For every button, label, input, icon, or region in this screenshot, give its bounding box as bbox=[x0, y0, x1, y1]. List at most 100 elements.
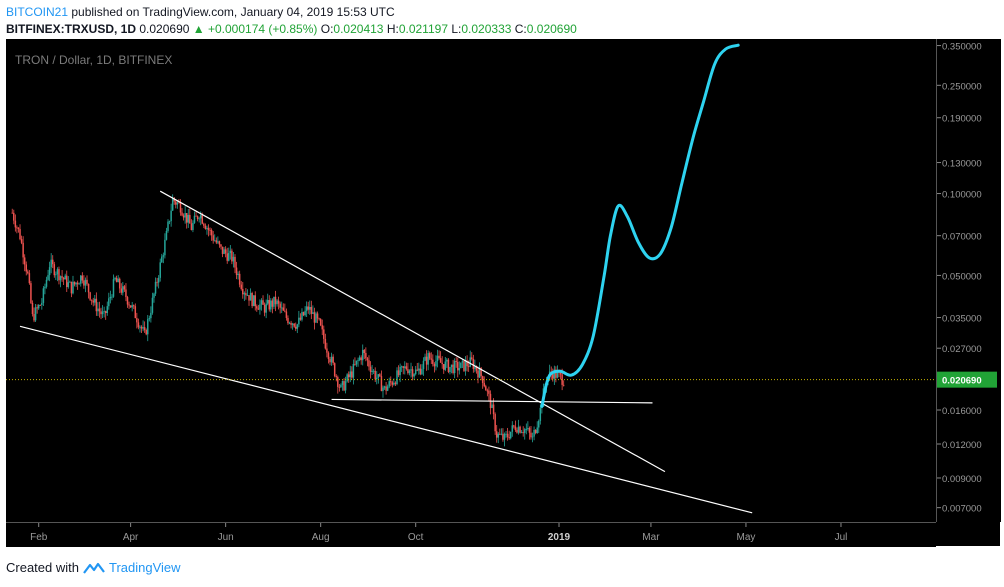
candle-body bbox=[436, 355, 439, 362]
candle-body bbox=[51, 259, 54, 265]
candle-body bbox=[307, 306, 309, 310]
candle-body bbox=[338, 386, 341, 388]
candle-body bbox=[185, 213, 188, 223]
last-price: 0.020690 bbox=[139, 22, 190, 36]
chart-pane[interactable]: TRON / Dollar, 1D, BITFINEX bbox=[6, 39, 936, 522]
candle-body bbox=[237, 273, 239, 276]
candle-body bbox=[457, 361, 459, 371]
publish-line: BITCOIN21 published on TradingView.com, … bbox=[6, 5, 395, 19]
candle-body bbox=[534, 429, 537, 434]
time-tick-label: Feb bbox=[30, 532, 48, 543]
candle-body bbox=[399, 366, 401, 376]
candle-body bbox=[313, 312, 316, 323]
candle-body bbox=[321, 325, 323, 330]
candle-body bbox=[418, 368, 420, 371]
candle-body bbox=[156, 281, 158, 283]
candle-body bbox=[235, 267, 238, 276]
candle-body bbox=[506, 433, 509, 438]
candle-body bbox=[100, 311, 102, 315]
candle-body bbox=[379, 374, 381, 377]
candle-body bbox=[217, 241, 219, 243]
candle-body bbox=[175, 201, 177, 205]
symbol-line: BITFINEX:TRXUSD, 1D 0.020690 ▲ +0.000174… bbox=[6, 22, 577, 36]
change-value: ▲ +0.000174 (+0.85%) bbox=[192, 22, 318, 36]
price-axis[interactable]: 0.350000 0.250000 0.190000 0.130000 0.100000… bbox=[936, 39, 1001, 522]
candle-body bbox=[491, 404, 493, 408]
projection-curve bbox=[540, 43, 740, 408]
price-tick-label: 0.009000 bbox=[942, 474, 982, 485]
candle-body bbox=[148, 318, 151, 320]
candle-body bbox=[553, 369, 556, 379]
candle-body bbox=[424, 356, 426, 361]
candle-body bbox=[27, 271, 29, 274]
candle-body bbox=[72, 281, 74, 294]
price-tick-label: 0.027000 bbox=[942, 344, 982, 355]
price-chart[interactable]: TRON / Dollar, 1D, BITFINEX bbox=[6, 39, 936, 522]
candle-body bbox=[39, 305, 42, 306]
candle-body bbox=[421, 369, 423, 375]
candle-body bbox=[483, 383, 485, 387]
open-label: O: bbox=[320, 22, 334, 36]
candle-body bbox=[111, 296, 113, 298]
candle-body bbox=[109, 296, 112, 299]
candle-body bbox=[201, 215, 204, 224]
price-tick-label: 0.190000 bbox=[942, 114, 982, 125]
candle-body bbox=[42, 288, 45, 303]
candle-body bbox=[419, 368, 422, 375]
tradingview-logo-icon bbox=[83, 562, 105, 574]
candle-body bbox=[499, 433, 501, 435]
price-tick-label: 0.100000 bbox=[942, 190, 982, 201]
candle-body bbox=[327, 352, 330, 360]
high-label: H: bbox=[386, 22, 399, 36]
candle-body bbox=[11, 212, 13, 214]
price-tick-label: 0.012000 bbox=[942, 440, 982, 451]
candle-body bbox=[469, 357, 471, 367]
candles-group bbox=[11, 194, 565, 447]
trendlines-group bbox=[19, 190, 753, 514]
candle-body bbox=[488, 390, 490, 394]
candle-body bbox=[193, 215, 196, 223]
candle-body bbox=[101, 311, 104, 315]
candle-body bbox=[471, 357, 473, 359]
candle-body bbox=[371, 370, 373, 372]
candle-body bbox=[179, 202, 182, 213]
candle-body bbox=[204, 225, 207, 229]
candle-body bbox=[502, 433, 504, 440]
candle-body bbox=[195, 215, 197, 217]
candle-body bbox=[50, 259, 52, 268]
candle-body bbox=[95, 298, 98, 312]
candle-body bbox=[55, 274, 57, 276]
candle-body bbox=[388, 381, 390, 387]
author-link[interactable]: BITCOIN21 bbox=[6, 5, 69, 19]
candle-body bbox=[47, 275, 49, 280]
candle-body bbox=[189, 214, 191, 224]
candle-body bbox=[505, 433, 507, 435]
candle-body bbox=[450, 364, 453, 368]
candle-body bbox=[304, 310, 306, 316]
candle-body bbox=[192, 222, 194, 230]
candle-body bbox=[243, 293, 246, 295]
candle-body bbox=[326, 348, 328, 353]
candle-body bbox=[62, 277, 65, 280]
candle-body bbox=[232, 256, 235, 262]
candle-body bbox=[164, 239, 166, 256]
candle-body bbox=[324, 338, 327, 349]
candle-body bbox=[260, 300, 263, 305]
candle-body bbox=[123, 286, 126, 290]
candle-body bbox=[382, 387, 384, 392]
time-axis[interactable]: Feb Apr Jun Aug Oct 2019 Mar May Jul bbox=[6, 522, 936, 547]
candle-body bbox=[25, 264, 28, 272]
candle-body bbox=[361, 349, 364, 361]
candle-body bbox=[270, 300, 272, 310]
price-tick-label: 0.350000 bbox=[942, 42, 982, 53]
candle-body bbox=[117, 278, 119, 283]
candle-body bbox=[514, 426, 517, 430]
candle-body bbox=[397, 370, 400, 376]
candle-body bbox=[310, 306, 313, 314]
candle-body bbox=[90, 299, 93, 301]
candle-body bbox=[242, 288, 244, 295]
candle-body bbox=[432, 359, 434, 365]
brand-name[interactable]: TradingView bbox=[108, 560, 181, 575]
candle-body bbox=[167, 221, 169, 231]
last-price-badge bbox=[937, 371, 997, 388]
